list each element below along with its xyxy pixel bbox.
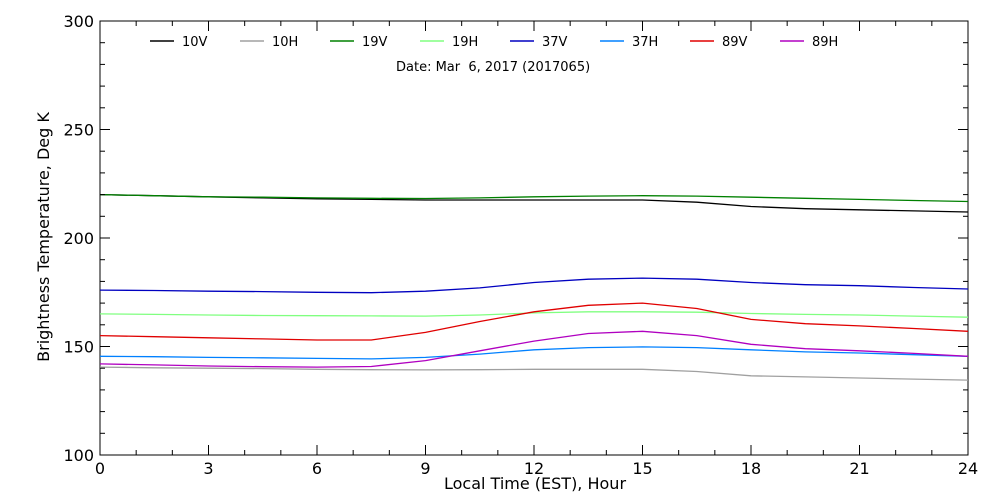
x-tick-label: 15 [632,459,652,478]
series-line-37h [99,346,969,360]
plot-area [99,20,969,456]
x-tick-label: 9 [420,459,430,478]
legend-label-19h: 19H [452,35,478,50]
x-tick-label: 6 [312,459,322,478]
legend-label-89h: 89H [812,35,838,50]
x-tick-label: 12 [524,459,544,478]
x-tick-label: 21 [849,459,869,478]
legend-label-19v: 19V [362,35,388,50]
x-axis-title: Local Time (EST), Hour [444,474,626,493]
series-line-89v [99,302,969,341]
x-tick-label: 3 [203,459,213,478]
legend-label-10v: 10V [182,35,208,50]
series-line-37v [99,277,969,294]
legend-label-37h: 37H [632,35,658,50]
plot-frame [99,20,969,456]
x-tick-label: 24 [958,459,978,478]
series-line-89h [99,330,969,368]
y-tick-label: 150 [63,338,94,357]
y-tick-label: 250 [63,121,94,140]
series-layer [99,193,969,381]
legend-label-89v: 89V [722,35,748,50]
ticks-layer: 0 3 6 9 12 15 18 21 24 100 150 200 250 300 [63,12,978,478]
series-line-19h [99,311,969,318]
y-tick-label: 100 [63,446,94,465]
series-line-10h [99,366,969,381]
legend: 10V 10H 19V 19H 37V 37H 89V 89H [150,35,838,50]
x-tick-label: 18 [741,459,761,478]
series-line-19v [99,193,969,203]
y-tick-label: 200 [63,229,94,248]
chart-subtitle: Date: Mar 6, 2017 (2017065) [396,60,590,75]
x-tick-label: 0 [95,459,105,478]
legend-label-37v: 37V [542,35,568,50]
y-axis-title: Brightness Temperature, Deg K [34,112,53,362]
y-tick-label: 300 [63,12,94,31]
legend-label-10h: 10H [272,35,298,50]
